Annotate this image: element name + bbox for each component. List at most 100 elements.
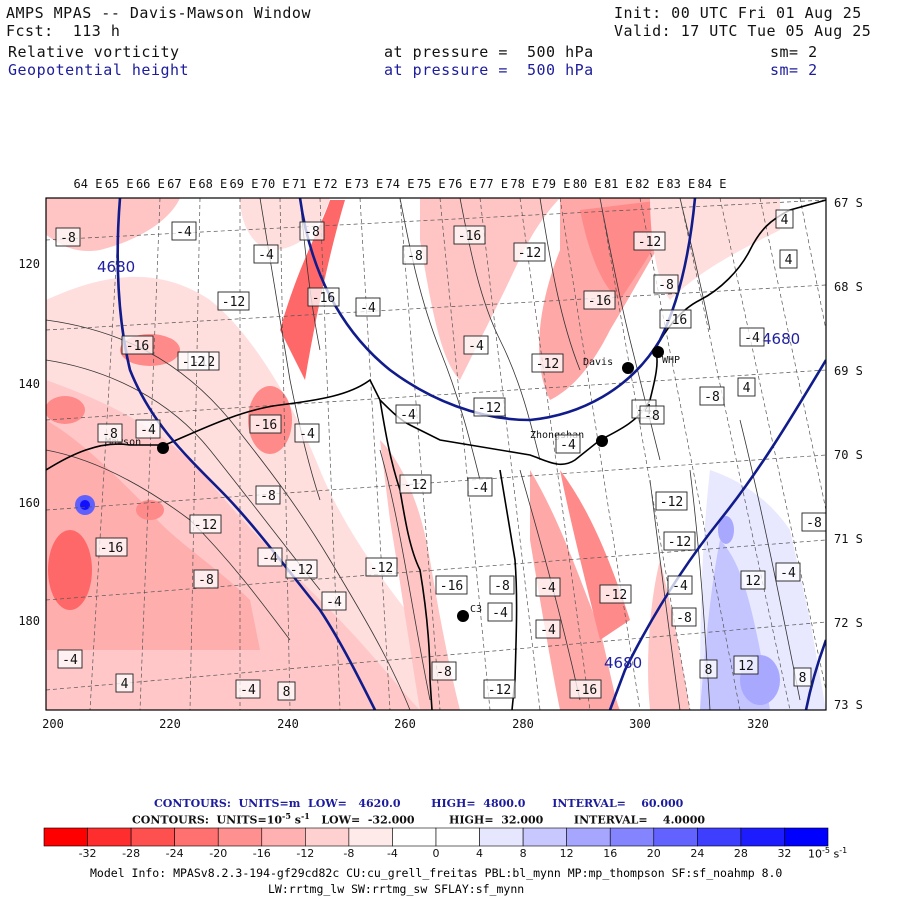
- vorticity-label: -8: [304, 225, 320, 240]
- vorticity-label: -12: [668, 535, 691, 550]
- colorbar-tick-label: 28: [733, 847, 748, 860]
- lon-label: 81 E: [604, 177, 633, 191]
- vorticity-label-box: [307, 287, 340, 307]
- vorticity-label-box: [235, 679, 261, 699]
- init-time: Init: 00 UTC Fri 01 Aug 25: [614, 4, 862, 22]
- vorticity-label: -4: [560, 438, 576, 453]
- vorticity-label-box: [535, 577, 561, 597]
- lon-label: 70 E: [261, 177, 290, 191]
- vorticity-label-box: [699, 386, 725, 406]
- vorticity-label: -8: [806, 516, 822, 531]
- grid-y-label: 180: [18, 614, 40, 628]
- vorticity-label: -12: [536, 357, 559, 372]
- vorticity-label: -4: [744, 331, 760, 346]
- vorticity-label-box: [115, 673, 134, 693]
- plot-frame: [45, 197, 827, 711]
- vorticity-label-box: [431, 661, 457, 681]
- field1-level: at pressure = 500 hPa: [384, 43, 594, 61]
- lon-label: 78 E: [510, 177, 539, 191]
- vorticity-label-box: [775, 562, 801, 582]
- vorticity-label-box: [121, 335, 154, 355]
- vorticity-contour-info: CONTOURS: UNITS=10-5 s-1 LOW= -32.000 HI…: [132, 811, 705, 827]
- vorticity-label-box: [189, 514, 222, 534]
- vorticity-label-box: [667, 575, 693, 595]
- vorticity-label: -16: [440, 579, 463, 594]
- vorticity-label: -12: [488, 683, 511, 698]
- vorticity-label-box: [599, 584, 632, 604]
- grid-x-label: 220: [159, 717, 181, 731]
- vorticity-label: -8: [704, 390, 720, 405]
- vorticity-label-box: [487, 602, 513, 622]
- vorticity-label: 4: [785, 253, 793, 268]
- field2-name: Geopotential height: [8, 61, 190, 79]
- vorticity-label: -12: [182, 355, 205, 370]
- vorticity-label: -8: [644, 409, 660, 424]
- colorbar-tick-label: -8: [343, 847, 355, 860]
- height-contour-label: 4680: [604, 654, 642, 672]
- vorticity-label: -4: [240, 683, 256, 698]
- vorticity-label-box: [249, 414, 282, 434]
- model-info: Model Info: MPASv8.2.3-194-gf29cd82c CU:…: [90, 866, 783, 880]
- vorticity-label-box: [739, 327, 765, 347]
- lon-label: 66 E: [136, 177, 165, 191]
- vorticity-label: 4: [781, 213, 789, 228]
- vorticity-label: -8: [658, 278, 674, 293]
- vorticity-label-box: [653, 274, 679, 294]
- vorticity-label: -12: [222, 295, 245, 310]
- vorticity-label-box: [277, 681, 296, 701]
- vorticity-label-box: [193, 569, 219, 589]
- colorbar: [43, 827, 829, 847]
- vorticity-label: -4: [262, 551, 278, 566]
- colorbar-swatch: [653, 827, 698, 847]
- lat-label: 68 S: [834, 280, 863, 294]
- vorticity-label-box: [453, 225, 486, 245]
- colorbar-swatch: [609, 827, 655, 847]
- cb-units-base: 10: [808, 847, 822, 861]
- vorticity-label: -12: [638, 235, 661, 250]
- physics-info: LW:rrtmg_lw SW:rrtmg_sw SFLAY:sf_mynn: [268, 882, 525, 896]
- vorticity-label: -4: [326, 595, 342, 610]
- height-contour-label: 4680: [762, 330, 800, 348]
- vorticity-label-box: [355, 297, 381, 317]
- vorticity-label-box: [257, 547, 283, 567]
- colorbar-tick-label: 8: [519, 847, 527, 860]
- vorticity-label: -16: [458, 229, 481, 244]
- lon-label: 84 E: [698, 177, 727, 191]
- lon-label: 74 E: [386, 177, 415, 191]
- vorticity-label: -12: [370, 561, 393, 576]
- vorticity-label-box: [395, 404, 421, 424]
- lon-label: 75 E: [417, 177, 446, 191]
- colorbar-swatch: [392, 827, 437, 847]
- vorticity-label-box: [294, 423, 320, 443]
- colorbar-swatch: [87, 827, 132, 847]
- vorticity-label: -12: [660, 495, 683, 510]
- vorticity-label: 4: [743, 381, 751, 396]
- vorticity-label-box: [435, 575, 468, 595]
- colorbar-swatch: [217, 827, 263, 847]
- vorticity-label-box: [793, 667, 812, 687]
- vorticity-label: -16: [126, 339, 149, 354]
- vorticity-label: -4: [140, 423, 156, 438]
- cb-units-s: s: [833, 847, 840, 861]
- vorticity-label: 12: [738, 659, 754, 674]
- vorticity-label-box: [255, 485, 281, 505]
- lat-label: 72 S: [834, 616, 863, 630]
- coastline: [46, 199, 826, 710]
- grid-x-label: 260: [394, 717, 416, 731]
- grid-y-label: 140: [18, 377, 40, 391]
- grid-x-label: 320: [747, 717, 769, 731]
- vorticity-label: 8: [705, 663, 713, 678]
- colorbar-swatch: [566, 827, 611, 847]
- vorticity-label-box: [671, 607, 697, 627]
- vorticity-label-box: [217, 291, 250, 311]
- colorbar-tick-label: -28: [122, 847, 141, 860]
- vorticity-label: -4: [540, 623, 556, 638]
- lon-label: 67 E: [167, 177, 196, 191]
- map-labels: MawsonDavisWHPZhongshanC3468046804680-8-…: [55, 209, 827, 701]
- vorticity-label-box: [95, 537, 128, 557]
- vorticity-label: -4: [672, 579, 688, 594]
- vorticity-label: -8: [260, 489, 276, 504]
- lat-label: 71 S: [834, 532, 863, 546]
- colorbar-tick-label: -20: [209, 847, 228, 860]
